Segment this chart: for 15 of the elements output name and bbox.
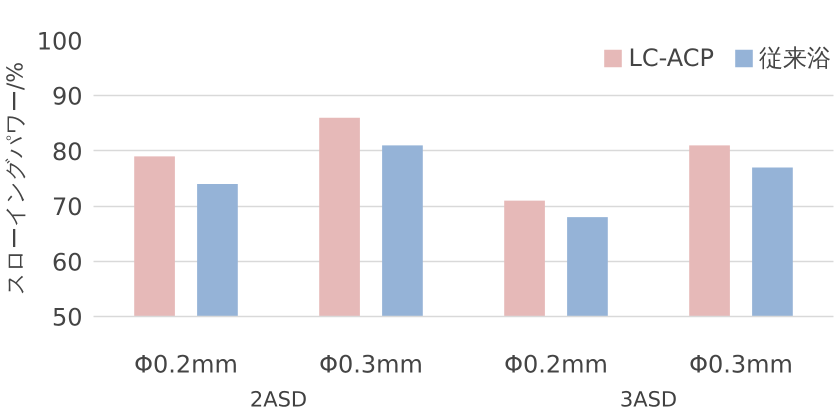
y-tick-label: 80	[52, 138, 83, 166]
y-tick-label: 50	[52, 304, 83, 332]
x-tick-label: Φ0.2mm	[504, 350, 608, 378]
y-tick-label: 100	[36, 28, 83, 56]
x-tick-label: Φ0.3mm	[689, 350, 793, 378]
y-tick-label: 90	[52, 82, 83, 111]
legend-label: LC-ACP	[628, 44, 714, 72]
legend-label: 従来浴	[759, 43, 831, 74]
x-tick-label: Φ0.2mm	[134, 350, 238, 378]
y-tick-label: 60	[52, 248, 83, 276]
text: 2ASD	[250, 388, 308, 412]
y-axis-title: スローイングパワー/%	[4, 62, 29, 296]
y-tick-label: 70	[52, 193, 83, 222]
x-tick-label: Φ0.3mm	[319, 350, 423, 378]
text: 3ASD	[620, 388, 678, 412]
